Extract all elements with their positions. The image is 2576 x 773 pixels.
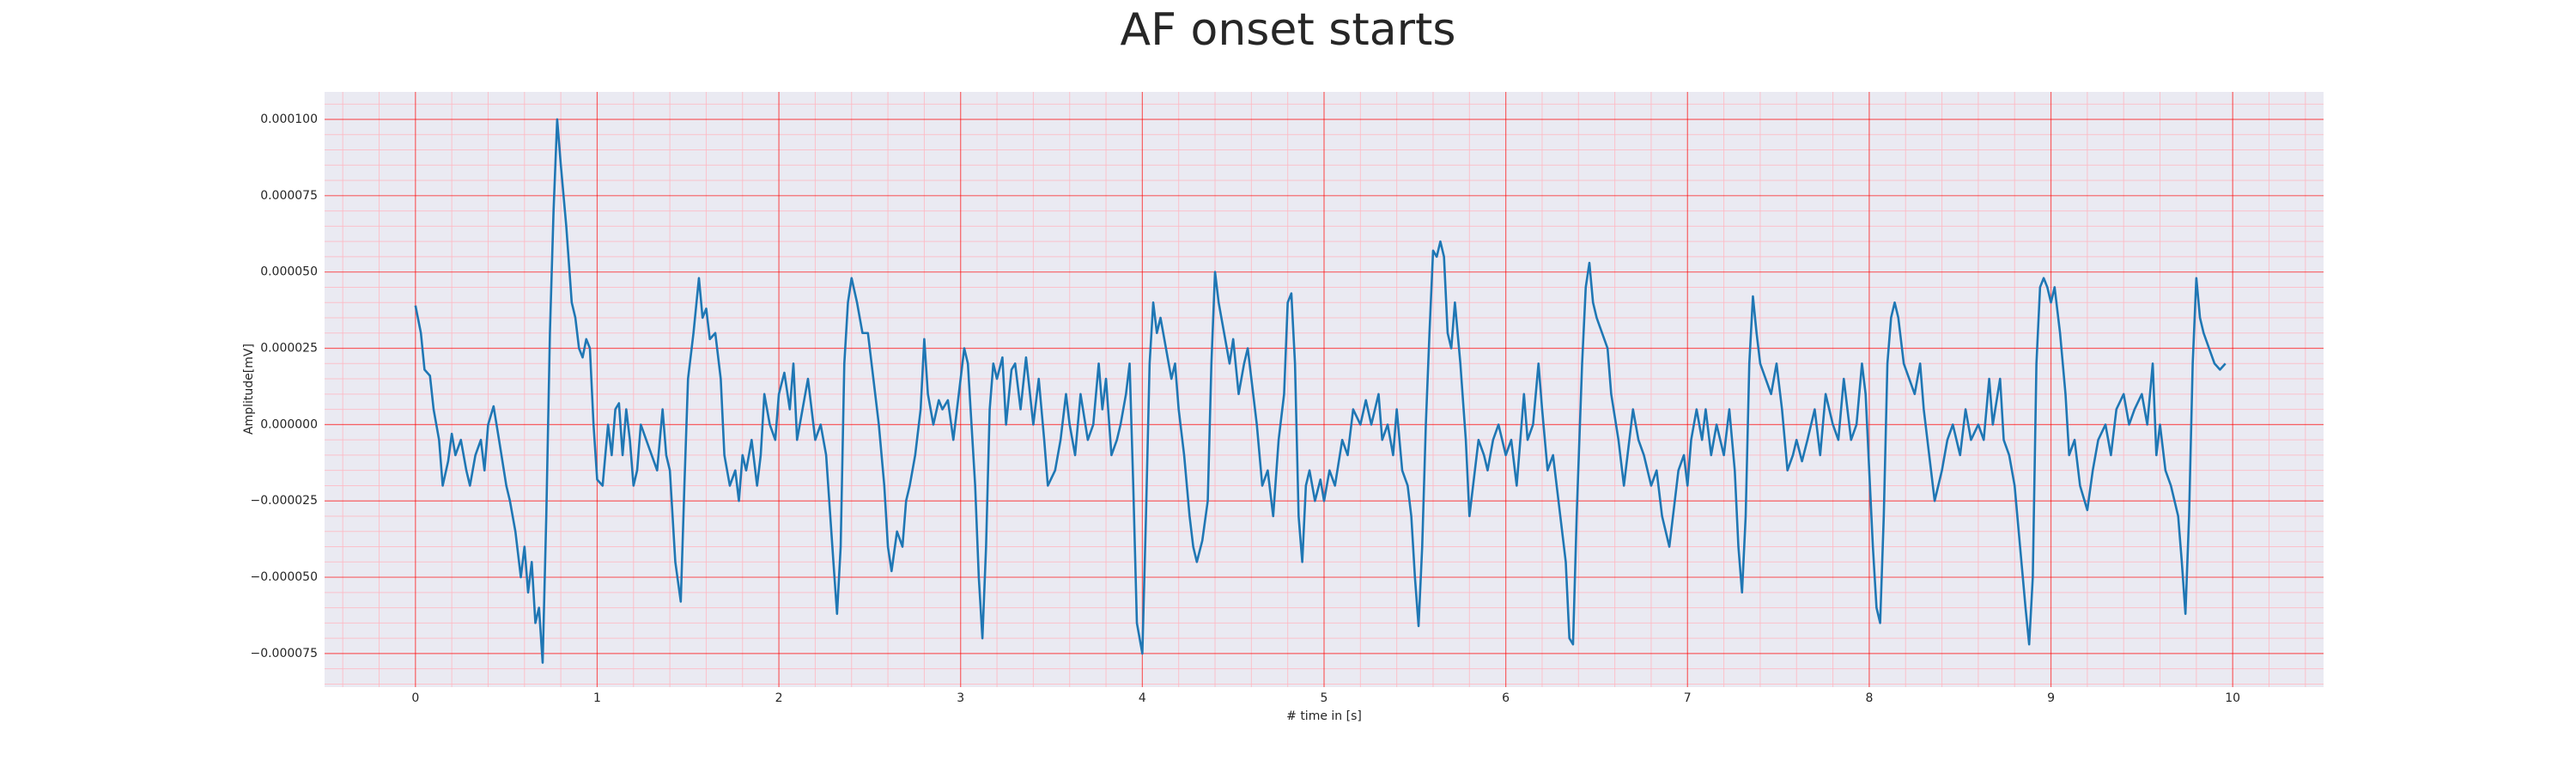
x-tick-label: 3: [957, 691, 964, 705]
y-tick-label: 0.000050: [260, 265, 318, 279]
x-tick-label: 7: [1684, 691, 1692, 705]
x-tick-label: 5: [1321, 691, 1328, 705]
x-tick-label: 10: [2225, 691, 2240, 705]
y-tick-label: −0.000025: [250, 494, 318, 508]
x-tick-label: 4: [1139, 691, 1146, 705]
x-tick-label: 6: [1502, 691, 1510, 705]
chart-title: AF onset starts: [1121, 4, 1456, 56]
x-axis-label: # time in [s]: [1286, 709, 1362, 723]
y-tick-label: −0.000050: [250, 570, 318, 584]
y-tick-label: 0.000100: [260, 113, 318, 126]
x-tick-label: 1: [593, 691, 601, 705]
x-tick-label: 2: [775, 691, 783, 705]
x-tick-label: 8: [1865, 691, 1873, 705]
y-tick-label: 0.000075: [260, 189, 318, 203]
x-tick-label: 0: [411, 691, 419, 705]
data-line: [414, 118, 2227, 664]
x-tick-label: 9: [2047, 691, 2055, 705]
y-axis-label: Amplitude[mV]: [242, 344, 256, 435]
y-tick-label: 0.000025: [260, 342, 318, 356]
y-tick-label: −0.000075: [250, 647, 318, 660]
y-tick-label: 0.000000: [260, 417, 318, 431]
